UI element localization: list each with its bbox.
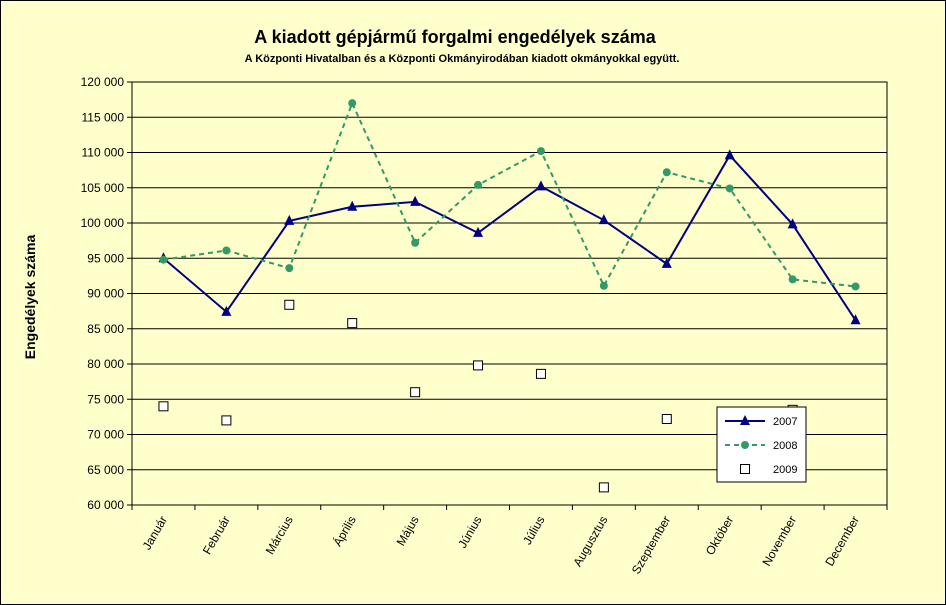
- legend-label-2008: 2008: [773, 440, 797, 452]
- x-tick-label: Május: [394, 514, 422, 549]
- data-point-2007: [535, 180, 546, 191]
- x-tick-label: Április: [329, 513, 358, 549]
- legend: 2007 2008 2009: [716, 406, 807, 483]
- legend-marker-2009: [740, 464, 750, 474]
- data-point-2009: [158, 401, 169, 412]
- series-2008: [159, 99, 860, 291]
- data-point-2007: [473, 226, 484, 237]
- y-tick-label: 60 000: [87, 498, 124, 512]
- data-point-2009: [473, 360, 484, 371]
- data-point-2009: [535, 368, 546, 379]
- x-tick-label: Október: [703, 513, 736, 557]
- y-tick-label: 65 000: [87, 463, 124, 477]
- chart-subtitle: A Központi Hivatalban és a Központi Okmá…: [245, 53, 680, 65]
- data-point-2007: [661, 257, 672, 268]
- x-tick-label: Szeptember: [629, 514, 673, 577]
- data-point-2007: [724, 149, 735, 160]
- data-point-2007: [284, 214, 295, 225]
- data-point-2009: [284, 299, 295, 310]
- data-point-2008: [411, 238, 420, 247]
- data-point-2008: [474, 180, 483, 189]
- y-tick-label: 120 000: [81, 75, 125, 89]
- y-tick-label: 115 000: [82, 110, 125, 124]
- x-tick-label: Augusztus: [570, 514, 610, 570]
- y-tick-label: 85 000: [87, 322, 124, 336]
- y-tick-label: 110 000: [82, 146, 125, 160]
- series-line-2008: [163, 100, 856, 288]
- data-point-2007: [598, 214, 609, 225]
- x-tick-label: November: [759, 514, 799, 569]
- legend-marker-2007: [740, 415, 750, 425]
- data-point-2007: [221, 305, 232, 316]
- y-tick-label: 80 000: [87, 357, 124, 371]
- data-point-2008: [285, 264, 294, 273]
- series-2007: [158, 149, 861, 325]
- data-point-2008: [159, 255, 168, 264]
- data-point-2008: [536, 147, 545, 156]
- chart-title: A kiadott gépjármű forgalmi engedélyek s…: [254, 27, 656, 47]
- series-line-2007: [162, 153, 857, 321]
- legend-label-2009: 2009: [773, 464, 797, 476]
- data-point-2008: [788, 275, 797, 284]
- data-point-2007: [787, 218, 798, 229]
- data-point-2008: [348, 99, 357, 108]
- legend-marker-2008: [741, 441, 749, 449]
- axes: 60 000 65 000 70 000 75 000 80 000 85 000 90 0…: [81, 75, 888, 577]
- data-point-2008: [222, 246, 231, 255]
- x-tick-label: Június: [455, 514, 484, 551]
- data-point-2007: [410, 195, 421, 206]
- y-tick-label: 75 000: [87, 392, 124, 406]
- legend-label-2007: 2007: [773, 416, 797, 428]
- x-tick-label: Március: [263, 514, 296, 557]
- y-tick-label: 90 000: [87, 287, 124, 301]
- data-point-2008: [725, 184, 734, 193]
- data-point-2009: [661, 413, 672, 424]
- y-axis-label: Engedélyek száma: [22, 235, 38, 360]
- data-point-2009: [221, 415, 232, 426]
- data-point-2009: [410, 387, 421, 398]
- series-group: [158, 99, 861, 493]
- y-tick-label: 105 000: [81, 181, 125, 195]
- data-point-2009: [598, 482, 609, 493]
- x-tick-label: December: [822, 514, 862, 569]
- y-tick-label: 95 000: [87, 251, 124, 265]
- x-tick-label: Február: [200, 514, 233, 557]
- y-tick-label: 70 000: [87, 428, 124, 442]
- data-point-2009: [347, 318, 358, 329]
- data-point-2007: [850, 314, 861, 325]
- x-tick-label: Július: [520, 514, 547, 548]
- y-tick-label: 100 000: [81, 216, 125, 230]
- data-point-2008: [851, 282, 860, 291]
- data-point-2007: [347, 200, 358, 211]
- x-tick-label: Január: [140, 514, 170, 553]
- data-point-2008: [599, 281, 608, 290]
- data-point-2008: [662, 168, 671, 177]
